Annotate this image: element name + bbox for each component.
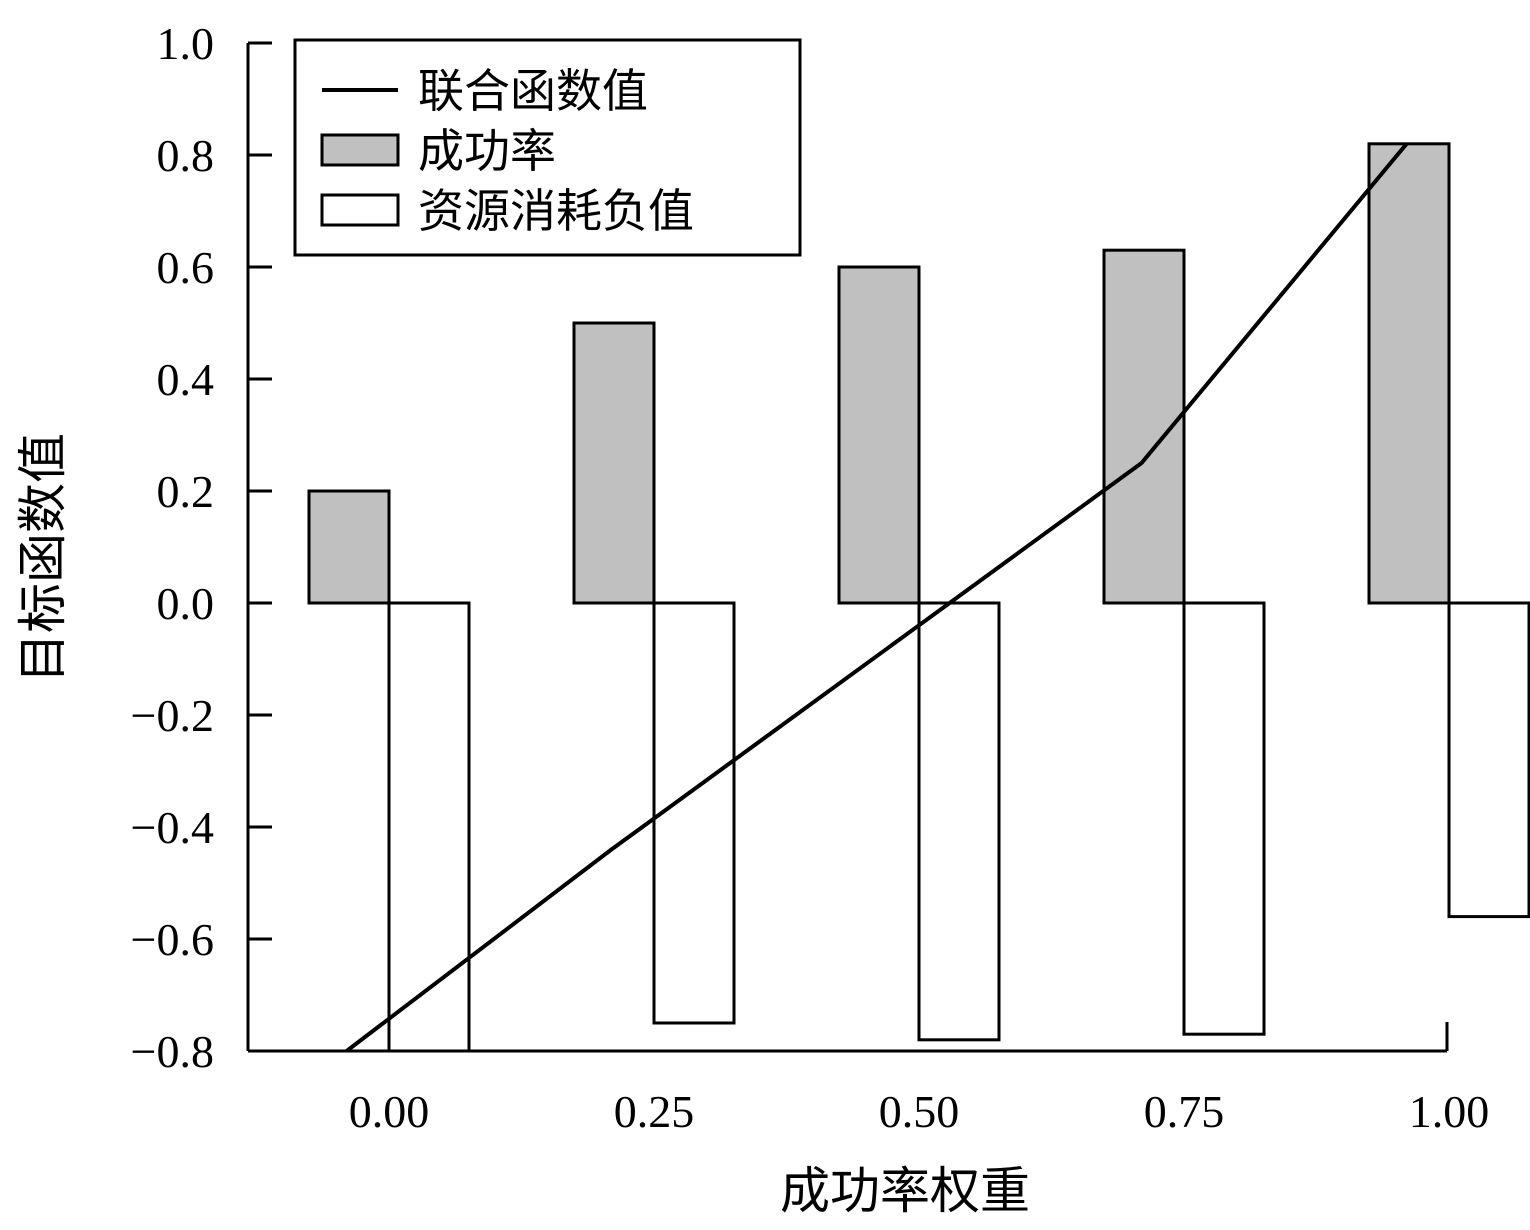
x-tick-label: 0.50 <box>879 1086 960 1137</box>
legend-label: 资源消耗负值 <box>418 184 694 238</box>
legend-swatch-box <box>320 193 400 227</box>
bar-resource-negative-3 <box>1182 601 1266 1036</box>
bar-resource-negative-1 <box>652 601 736 1025</box>
y-tick-label: 0.8 <box>157 130 215 181</box>
bars-layer <box>307 142 1530 1053</box>
bar-success-rate-4 <box>1367 142 1451 605</box>
legend-swatch-box <box>320 133 400 167</box>
bar-resource-negative-2 <box>917 601 1001 1042</box>
bar-success-rate-0 <box>307 489 391 605</box>
y-tick-label: 1.0 <box>157 18 215 69</box>
x-tick-label: 1.00 <box>1409 1086 1490 1137</box>
x-axis-title: 成功率权重 <box>780 1162 1030 1220</box>
axes-layer: 1.0 0.8 0.6 0.4 0.2 0.0 −0.2 −0.4 −0.6 −0.8 0.00 0.… <box>131 18 1490 1137</box>
y-tick-label: 0.6 <box>157 242 215 293</box>
y-tick-label: −0.2 <box>131 690 214 741</box>
y-tick-label: 0.0 <box>157 578 215 629</box>
y-tick-label: −0.4 <box>131 802 214 853</box>
legend-label: 联合函数值 <box>418 64 648 118</box>
bar-success-rate-1 <box>572 321 656 605</box>
y-axis-title: 目标函数值 <box>14 433 72 683</box>
y-tick-label: −0.8 <box>131 1026 214 1077</box>
bar-resource-negative-4 <box>1447 601 1530 919</box>
series-line-joint-function <box>345 142 1409 1053</box>
bar-resource-negative-0 <box>387 601 471 1053</box>
y-tick-label: 0.2 <box>157 466 215 517</box>
x-tick-label: 0.25 <box>614 1086 695 1137</box>
y-tick-label: 0.4 <box>157 354 215 405</box>
legend-label: 成功率 <box>418 124 556 178</box>
line-layer <box>345 142 1409 1053</box>
bar-success-rate-2 <box>837 265 921 605</box>
x-tick-label: 0.00 <box>349 1086 430 1137</box>
y-tick-label: −0.6 <box>131 914 214 965</box>
x-tick-label: 0.75 <box>1144 1086 1225 1137</box>
